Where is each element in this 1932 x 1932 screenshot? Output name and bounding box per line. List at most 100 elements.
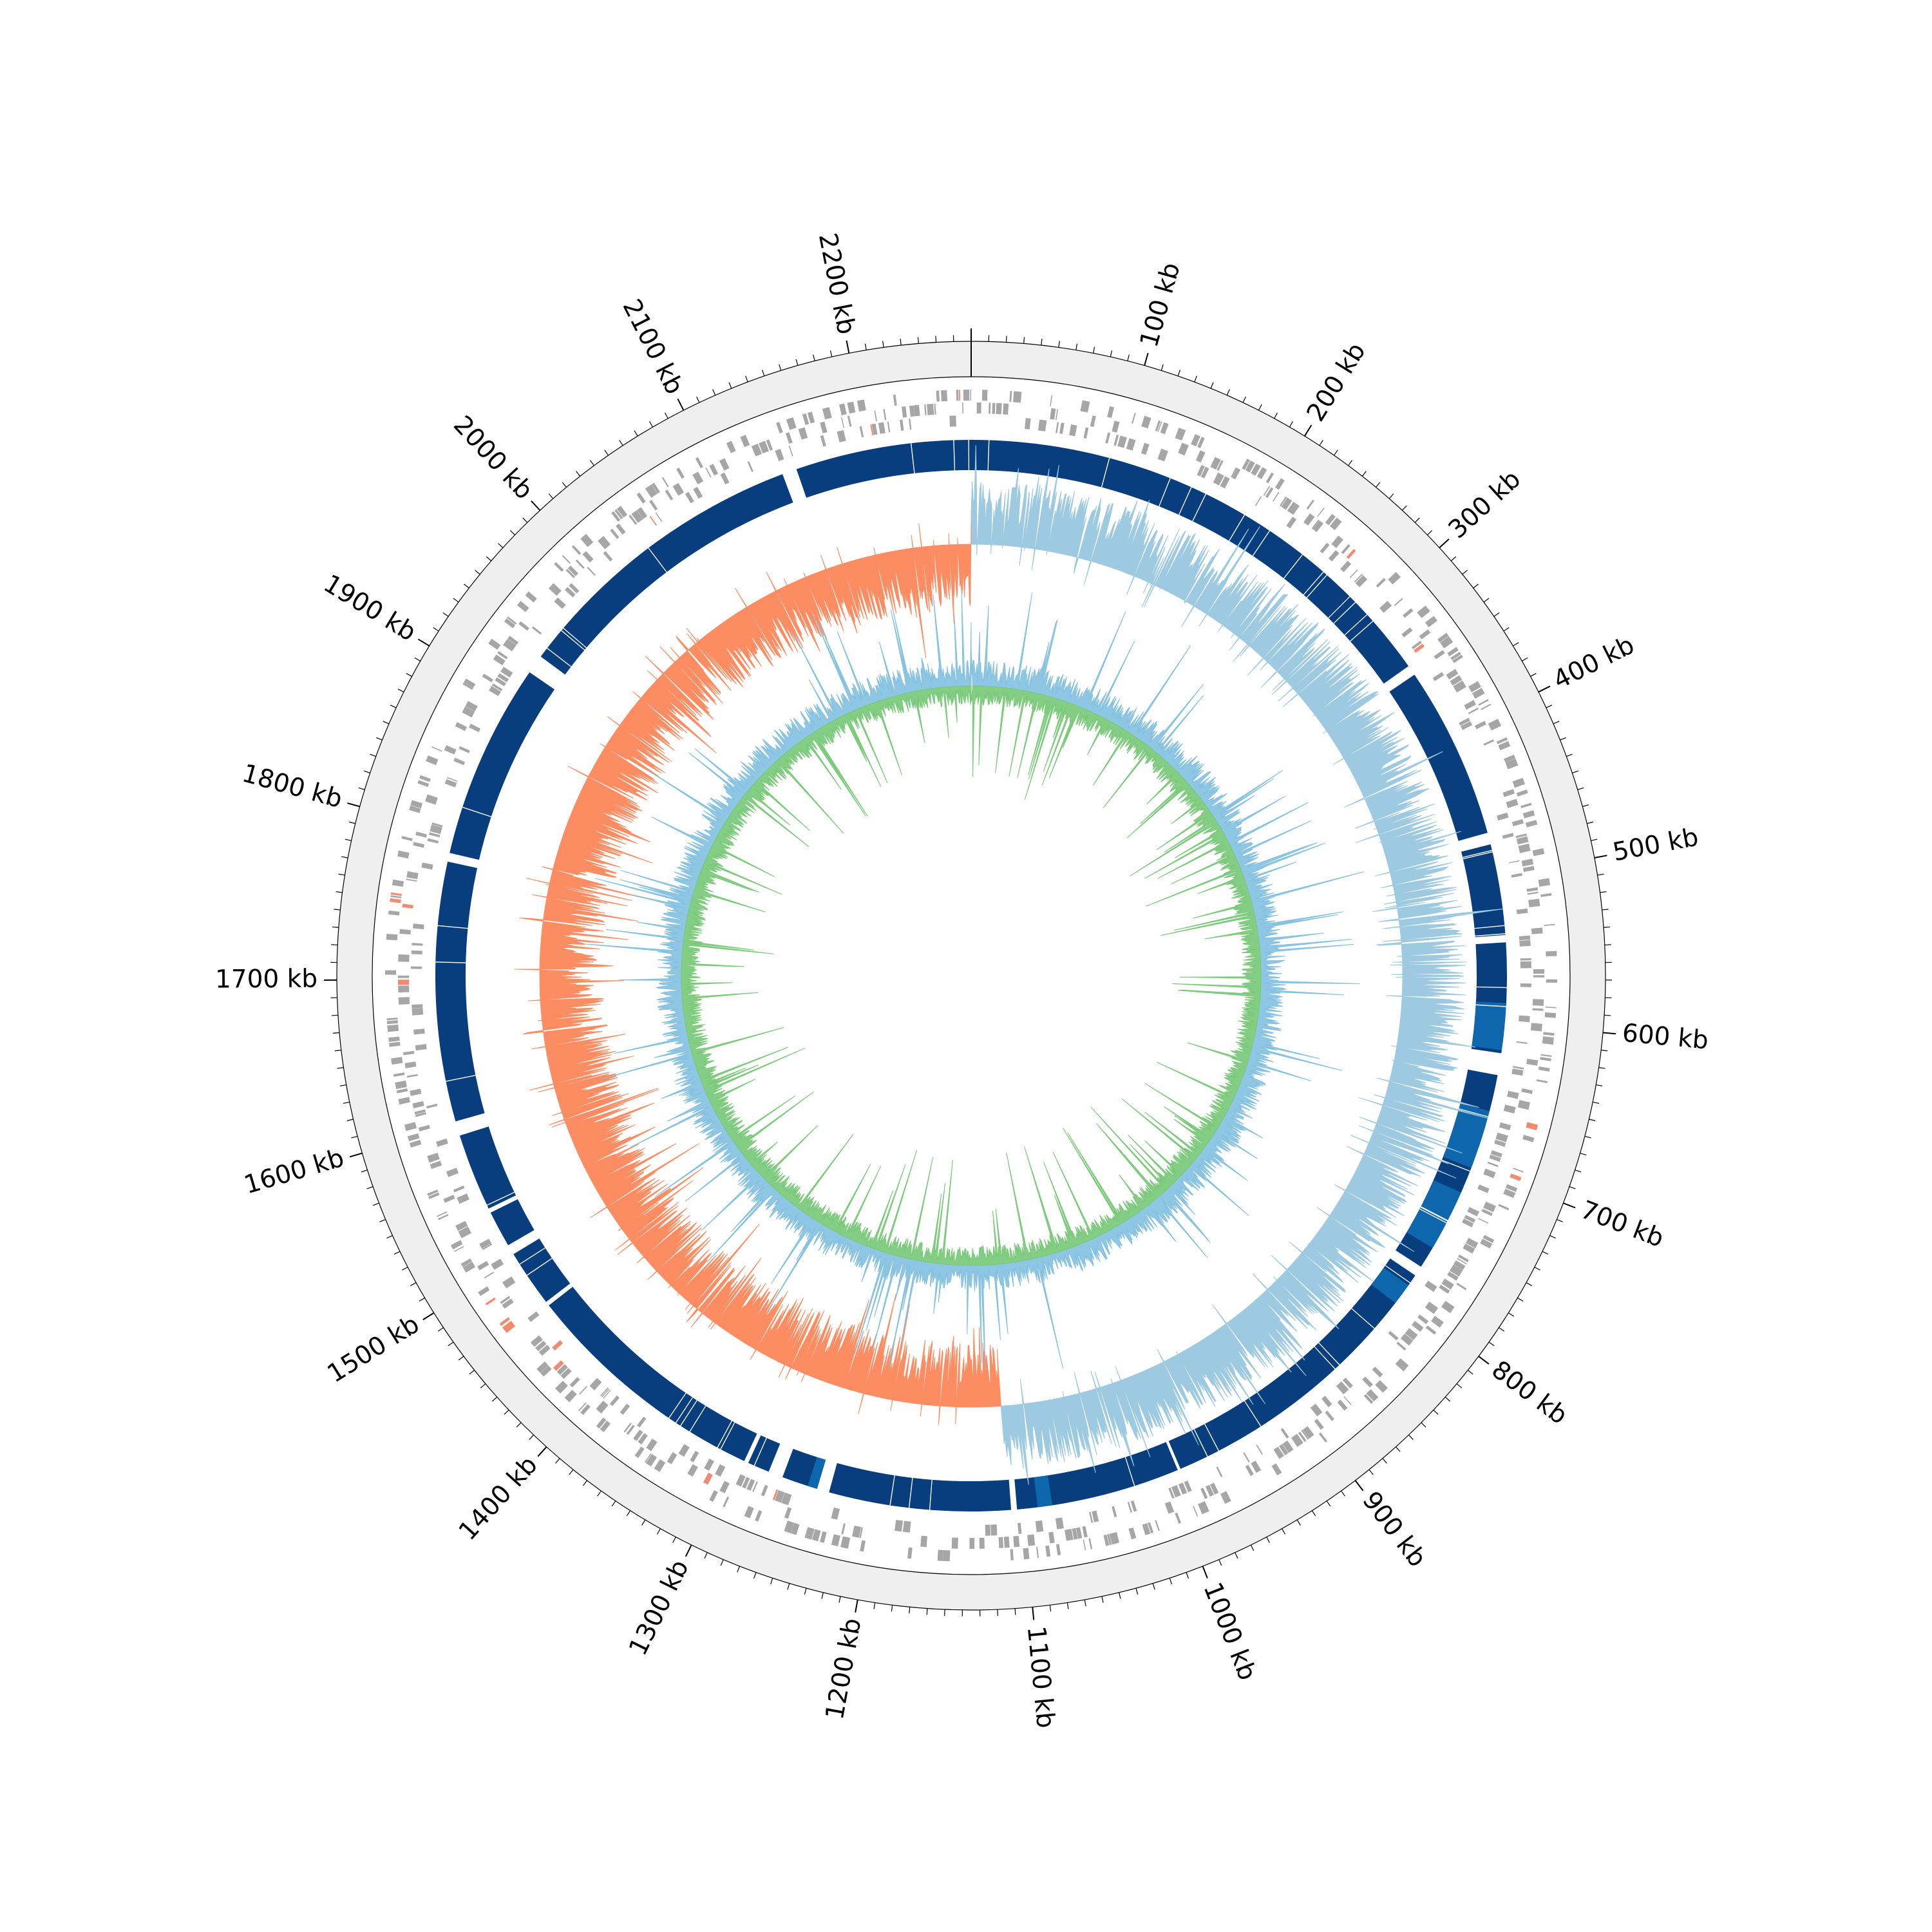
feature-tile — [637, 507, 648, 519]
minor-tick — [1427, 530, 1433, 536]
feature-tile — [548, 583, 562, 596]
block-separator — [449, 854, 479, 862]
feature-tile — [747, 461, 753, 472]
feature-tile — [719, 458, 730, 471]
feature-tile — [1027, 1534, 1036, 1546]
feature-tile — [406, 871, 419, 880]
feature-tile — [1517, 1100, 1530, 1110]
block-separator — [1351, 1308, 1375, 1329]
feature-tile — [998, 1537, 1001, 1548]
feature-tile — [690, 1450, 699, 1463]
major-tick — [1439, 538, 1450, 549]
feature-tile — [969, 1537, 975, 1549]
feature-tile — [1355, 575, 1368, 587]
feature-tile — [1325, 1410, 1334, 1421]
feature-tile — [1200, 466, 1209, 478]
feature-tile — [430, 824, 442, 835]
minor-tick — [1560, 737, 1567, 741]
feature-tile — [819, 1531, 827, 1543]
feature-tile — [391, 1057, 403, 1065]
feature-tile — [477, 1261, 489, 1271]
feature-tile — [478, 1286, 490, 1296]
feature-tile — [1463, 1243, 1475, 1254]
feature-tile — [1311, 519, 1320, 529]
feature-tile — [397, 850, 410, 859]
feature-tile — [1342, 1378, 1353, 1388]
feature-tile — [565, 569, 575, 578]
feature-tile — [909, 405, 915, 417]
block-segment — [513, 1238, 571, 1302]
minor-tick — [1577, 787, 1584, 790]
feature-tile — [531, 626, 542, 635]
feature-tile — [1459, 717, 1470, 726]
feature-tile — [1425, 616, 1438, 628]
block-separator — [547, 647, 572, 667]
minor-tick — [1530, 673, 1537, 677]
minor-tick — [1456, 1383, 1463, 1388]
feature-tile — [1449, 1264, 1463, 1277]
feature-tile — [1200, 1488, 1208, 1499]
feature-tile — [1178, 442, 1189, 456]
feature-tile — [1282, 1440, 1294, 1453]
feature-tile — [1090, 415, 1096, 427]
feature-tile — [1478, 1218, 1489, 1224]
minor-tick — [656, 1528, 661, 1535]
block-separator — [717, 1421, 732, 1448]
minor-tick — [900, 339, 902, 346]
tick-label: 1900 kb — [318, 569, 421, 647]
feature-tile — [1341, 544, 1350, 554]
feature-tile — [436, 1138, 448, 1147]
minor-tick — [626, 1510, 631, 1517]
feature-tile — [1003, 403, 1009, 415]
feature-tile — [1343, 1396, 1352, 1405]
minor-tick — [813, 354, 815, 361]
feature-tile — [1328, 550, 1340, 562]
feature-tile — [1518, 843, 1531, 853]
feature-tile — [687, 1464, 698, 1477]
feature-tile — [672, 482, 685, 496]
tick-label: 1400 kb — [453, 1451, 544, 1546]
feature-tile — [837, 430, 846, 442]
major-tick — [1478, 1356, 1490, 1365]
block-separator — [1350, 621, 1374, 642]
feature-tile — [1446, 668, 1459, 680]
feature-tile — [661, 477, 669, 488]
minor-tick — [779, 364, 782, 371]
major-tick — [685, 1544, 692, 1557]
feature-tile — [437, 1211, 448, 1217]
minor-tick — [604, 450, 609, 456]
feature-tile — [1510, 1173, 1522, 1182]
minor-tick — [463, 583, 469, 589]
feature-tile — [1488, 719, 1502, 731]
minor-tick — [458, 1356, 464, 1361]
feature-tile — [389, 1041, 401, 1047]
feature-tile — [560, 1368, 572, 1379]
tick-label: 500 kb — [1611, 822, 1701, 867]
feature-tile — [1310, 1403, 1323, 1417]
feature-tile — [1155, 420, 1161, 431]
minor-tick — [1348, 460, 1352, 466]
minor-tick — [1597, 873, 1604, 876]
block-separator — [561, 630, 585, 650]
feature-tile — [1287, 501, 1300, 515]
feature-tile — [1317, 507, 1325, 517]
minor-tick — [1600, 891, 1607, 893]
tick-label: 2200 kb — [813, 231, 861, 337]
block-segment — [459, 1126, 516, 1209]
feature-tile — [457, 1193, 469, 1204]
feature-tile — [1520, 958, 1531, 961]
feature-tile — [1291, 1434, 1303, 1447]
feature-tile — [1425, 1280, 1437, 1293]
feature-tile — [1009, 391, 1012, 402]
minor-tick — [1368, 1469, 1374, 1475]
minor-tick — [1075, 343, 1078, 350]
feature-tile — [775, 449, 784, 461]
minor-tick — [341, 856, 348, 858]
feature-tile — [893, 394, 897, 406]
feature-tile — [1220, 1491, 1231, 1504]
feature-tile — [1251, 1461, 1262, 1473]
feature-tile — [620, 1403, 630, 1415]
feature-track — [385, 389, 1557, 1562]
feature-tile — [626, 1425, 635, 1435]
tick-label: 100 kb — [1135, 260, 1186, 350]
